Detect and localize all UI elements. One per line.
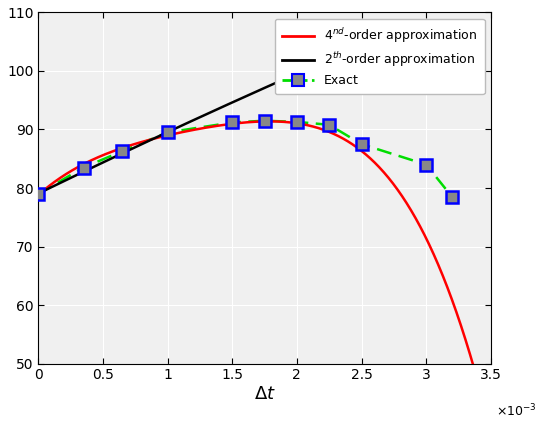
X-axis label: $\Delta t$: $\Delta t$ bbox=[254, 385, 275, 403]
Legend: $4^{nd}$-order approximation, $2^{th}$-order approximation, Exact: $4^{nd}$-order approximation, $2^{th}$-o… bbox=[275, 19, 485, 95]
Text: $\times10^{-3}$: $\times10^{-3}$ bbox=[496, 403, 537, 419]
